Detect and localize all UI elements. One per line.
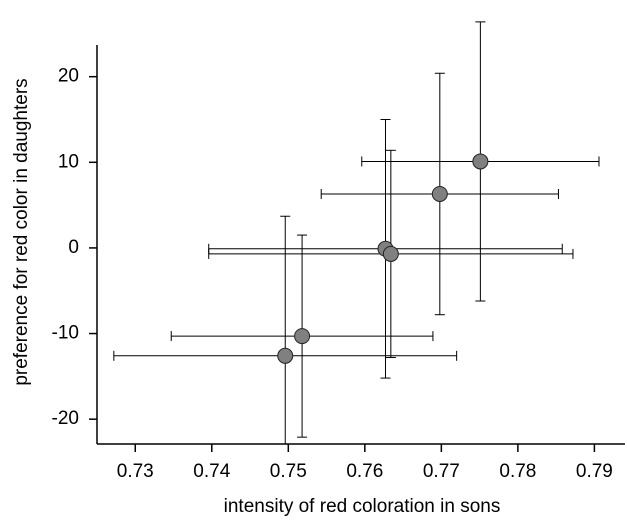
y-tick-label: 0 [68,237,79,258]
x-axis-label: intensity of red coloration in sons [224,496,501,517]
y-tick-label: 10 [58,151,79,172]
x-tick-label: 0.78 [499,461,536,482]
x-tick-label: 0.76 [346,461,383,482]
point [277,347,294,364]
x-tick-label: 0.77 [423,461,460,482]
y-tick-label: 20 [58,66,79,87]
x-tick-label: 0.75 [270,461,307,482]
point [431,185,448,202]
x-tick-label: 0.79 [576,461,613,482]
y-tick-label: -20 [52,408,79,429]
point [382,245,399,262]
plot-area [113,21,600,444]
y-axis-label: preference for red color in daughters [11,78,32,385]
x-tick-label: 0.74 [193,461,230,482]
point [472,153,489,170]
point [294,328,311,345]
x-tick-label: 0.73 [117,461,154,482]
y-tick-label: -10 [52,323,79,344]
